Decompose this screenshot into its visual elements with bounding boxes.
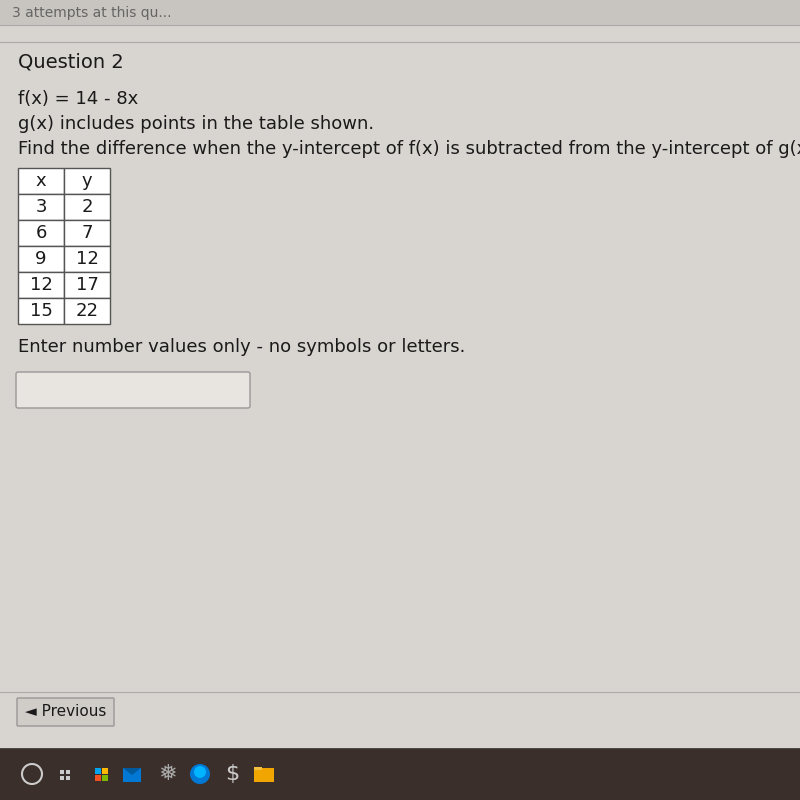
Text: x: x	[36, 172, 46, 190]
Text: 9: 9	[35, 250, 46, 268]
Text: ◄ Previous: ◄ Previous	[25, 705, 106, 719]
Bar	[64, 272, 110, 298]
Bar	[60, 776, 64, 780]
Text: 6: 6	[35, 224, 46, 242]
Bar	[64, 298, 110, 324]
Bar	[64, 220, 110, 246]
Text: 17: 17	[75, 276, 98, 294]
Bar	[64, 194, 110, 220]
Text: 7: 7	[82, 224, 93, 242]
Text: 12: 12	[30, 276, 53, 294]
Bar	[18, 194, 64, 220]
FancyBboxPatch shape	[16, 372, 250, 408]
Bar	[18, 246, 64, 272]
Text: 22: 22	[75, 302, 98, 320]
Bar	[66, 776, 70, 780]
Bar	[64, 168, 110, 194]
Bar	[66, 770, 70, 774]
Polygon shape	[123, 768, 141, 775]
Text: g(x) includes points in the table shown.: g(x) includes points in the table shown.	[18, 115, 374, 133]
Bar	[18, 272, 64, 298]
Bar	[0, 0, 800, 25]
Bar	[18, 168, 64, 194]
Bar	[18, 220, 64, 246]
FancyBboxPatch shape	[17, 698, 114, 726]
Text: 12: 12	[75, 250, 98, 268]
Bar	[95, 775, 101, 781]
Text: ❅: ❅	[158, 764, 178, 784]
Bar	[60, 770, 64, 774]
Text: 3 attempts at this qu...: 3 attempts at this qu...	[12, 6, 171, 20]
Bar	[18, 298, 64, 324]
Text: y: y	[82, 172, 92, 190]
Text: Enter number values only - no symbols or letters.: Enter number values only - no symbols or…	[18, 338, 466, 356]
Text: Find the difference when the y-intercept of f(x) is subtracted from the y-interc: Find the difference when the y-intercept…	[18, 140, 800, 158]
Text: 2: 2	[82, 198, 93, 216]
Text: 15: 15	[30, 302, 53, 320]
Bar	[102, 768, 108, 774]
Text: Question 2: Question 2	[18, 52, 124, 71]
Bar	[254, 767, 262, 770]
Text: $: $	[225, 764, 239, 784]
Bar	[95, 768, 101, 774]
Circle shape	[190, 764, 210, 784]
Circle shape	[194, 766, 206, 778]
Text: f(x) = 14 - 8x: f(x) = 14 - 8x	[18, 90, 138, 108]
Bar	[254, 768, 274, 782]
Bar	[102, 775, 108, 781]
Bar	[0, 748, 800, 800]
Bar	[64, 246, 110, 272]
Text: 3: 3	[35, 198, 46, 216]
Bar	[123, 768, 141, 782]
